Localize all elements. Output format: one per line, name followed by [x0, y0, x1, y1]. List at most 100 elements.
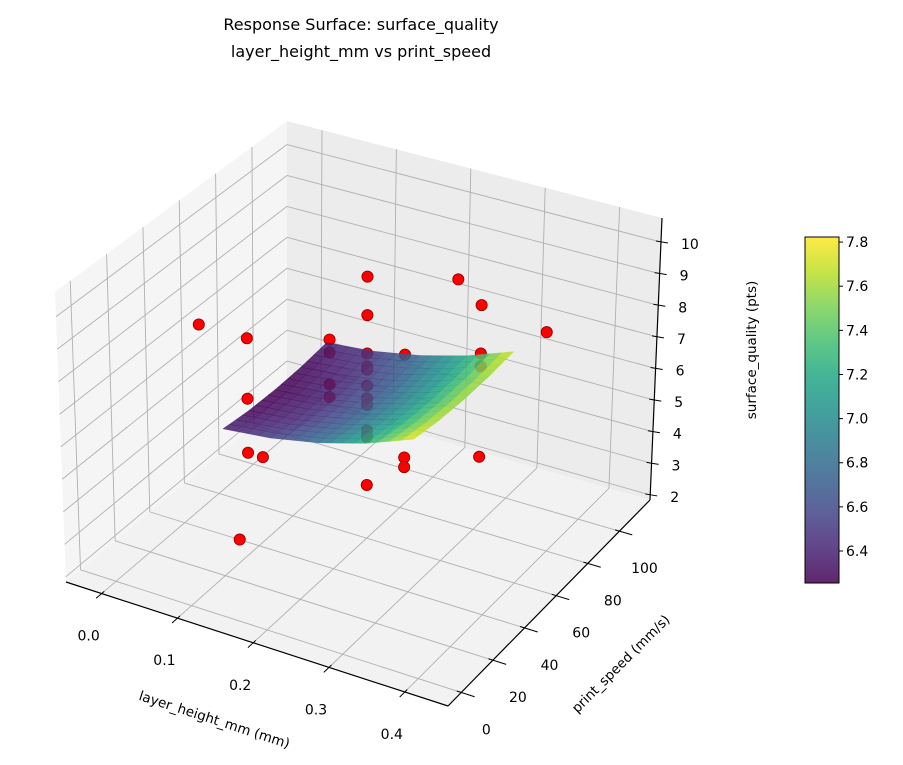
x-tick-mark [323, 664, 332, 673]
y-tick-label: 100 [631, 561, 658, 577]
z-tick-mark [654, 272, 667, 276]
data-point [452, 273, 465, 286]
x-tick-label: 0.4 [381, 727, 403, 743]
y-tick-mark [614, 529, 633, 536]
gridline-z [55, 144, 288, 318]
gridline-x [404, 488, 610, 693]
z-tick-mark [655, 240, 669, 244]
y-tick-label: 40 [541, 658, 559, 674]
gridline-z [286, 298, 655, 401]
gridline-y [80, 569, 462, 693]
data-point [361, 309, 374, 322]
floor-pane [66, 397, 650, 706]
gridline-y [69, 280, 81, 570]
z-tick-label: 7 [677, 332, 686, 348]
y-axis-line [447, 499, 651, 707]
chart-subtitle: layer_height_mm vs print_speed [231, 42, 491, 62]
data-point [241, 392, 254, 405]
gridline-x [536, 187, 546, 468]
y-tick-mark [456, 690, 475, 698]
data-point [475, 299, 488, 312]
z-axis-line [649, 217, 663, 501]
z-tick-label: 9 [680, 269, 689, 285]
colorbar-frame [804, 236, 840, 584]
x-tick-mark [95, 590, 105, 599]
data-point [233, 533, 246, 546]
gridline-y [142, 227, 151, 512]
x-tick-mark [247, 640, 257, 649]
axis-lines [65, 217, 669, 707]
z-tick-mark [646, 461, 659, 465]
colorbar-tick-label: 6.8 [846, 456, 868, 472]
gridline-z [60, 267, 288, 448]
gridline-z [58, 206, 288, 383]
gridline-y [115, 540, 494, 661]
gridline-y [106, 253, 116, 541]
data-point [242, 446, 255, 459]
y-tick-mark [519, 626, 538, 633]
data-point [360, 478, 373, 491]
gridline-x [608, 207, 621, 489]
y-tick-label: 80 [604, 593, 622, 609]
y-tick-label: 60 [572, 626, 590, 642]
gridline-z [59, 236, 288, 415]
gridline-z [56, 175, 288, 350]
gridline-z [286, 236, 658, 338]
z-tick-mark [649, 398, 662, 402]
chart-title: Response Surface: surface_quality [223, 15, 498, 35]
x-axis-line [65, 581, 449, 707]
z-tick-label: 2 [670, 490, 679, 506]
data-point [540, 326, 553, 339]
x-tick-mark [171, 615, 181, 624]
colorbar-tick-label: 7.2 [846, 367, 868, 383]
gridline-y [251, 146, 255, 425]
colorbar-tick-label: 6.4 [846, 544, 868, 560]
z-tick-label: 8 [678, 300, 687, 316]
z-tick-mark [650, 366, 663, 370]
x-axis-label: layer_height_mm (mm) [137, 688, 292, 752]
colorbar-tick-label: 7.4 [846, 323, 868, 339]
x-tick-label: 0.2 [229, 678, 251, 694]
colorbar: 6.4 6.6 6.8 7.0 7.2 7.4 7.6 7.8 [804, 235, 868, 584]
colorbar-gradient [805, 237, 839, 583]
z-tick-mark [645, 493, 658, 497]
y-tick-mark [583, 561, 601, 568]
y-tick-label: 20 [509, 690, 527, 706]
x-tick-label: 0.0 [77, 629, 99, 645]
tick-labels: 0.0 0.1 0.2 0.3 0.4 0 20 40 60 80 100 2 3 4 5 6 7 8 9 10 [77, 237, 698, 743]
x-tick-label: 0.3 [305, 702, 327, 718]
colorbar-tick-label: 7.8 [846, 235, 868, 251]
gridline-y [184, 482, 557, 597]
z-tick-label: 5 [674, 395, 683, 411]
gridline-y [149, 511, 525, 629]
z-tick-mark [651, 335, 665, 339]
x-tick-label: 0.1 [153, 653, 175, 669]
data-point [256, 451, 269, 464]
z-tick-label: 10 [681, 237, 699, 253]
gridline-y [178, 200, 185, 483]
gridline-y [215, 173, 220, 454]
gridline-z [64, 360, 288, 545]
colorbar-tick-label: 7.6 [846, 279, 868, 295]
gridline-y [218, 453, 588, 564]
z-tick-mark [653, 303, 666, 307]
z-tick-mark [647, 430, 660, 434]
gridline-y [253, 424, 620, 532]
gridline-x [328, 467, 538, 668]
gridline-z [286, 175, 660, 275]
gridline-x [252, 447, 466, 644]
gridline-z [286, 267, 656, 369]
gridline-x [464, 168, 472, 448]
data-point [240, 332, 253, 345]
gridline-z [286, 205, 659, 306]
gridline-z [63, 329, 288, 513]
data-point [361, 270, 374, 283]
z-tick-label: 3 [672, 458, 681, 474]
gridline-z [61, 298, 288, 480]
z-tick-label: 6 [676, 363, 685, 379]
gridline-x [177, 426, 394, 619]
y-tick-mark [551, 593, 570, 601]
y-tick-mark [488, 658, 507, 665]
colorbar-tick-label: 6.6 [846, 500, 868, 516]
